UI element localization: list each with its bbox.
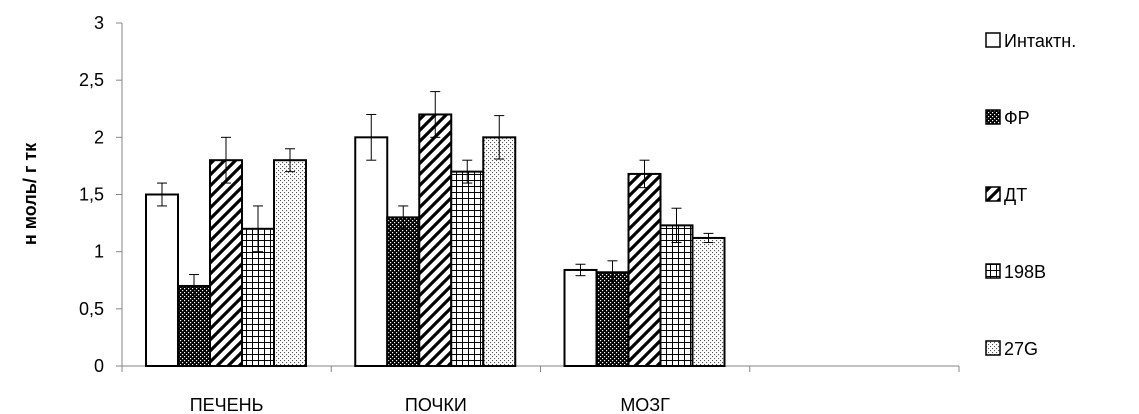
error-bar	[494, 115, 505, 160]
legend-label: 27G	[1004, 339, 1038, 359]
y-tick-label: 2,5	[79, 70, 104, 90]
y-tick-label: 0,5	[79, 299, 104, 319]
bar-198B-ПОЧКИ	[450, 170, 485, 367]
legend-item: 27G	[985, 339, 1038, 359]
legend-swatch	[985, 186, 1001, 202]
legend-swatch	[985, 263, 1001, 279]
bar-27G-ПЕЧЕНЬ	[273, 159, 307, 367]
error-bar	[462, 159, 473, 184]
y-tick-label: 0	[94, 356, 104, 376]
error-bar	[366, 113, 377, 161]
legend-item: Интактн.	[985, 31, 1076, 51]
bar-27G-ПОЧКИ	[482, 136, 517, 367]
error-bar	[189, 274, 199, 298]
legend-swatch	[985, 32, 1001, 48]
legend: Интактн. ФР ДТ 198B 27G	[985, 31, 1076, 359]
x-ticks	[121, 366, 960, 372]
error-bar	[398, 205, 409, 230]
error-bar	[703, 232, 714, 244]
y-tick-label: 1,5	[79, 185, 104, 205]
error-bar	[671, 207, 682, 244]
bar-ФР-ПЕЧЕНЬ	[177, 284, 211, 368]
bar-Интактн.-ПОЧКИ	[354, 136, 389, 367]
error-bar	[157, 182, 167, 207]
category-label: МОЗГ	[620, 395, 670, 414]
y-tick-label: 2	[94, 127, 104, 147]
legend-label: ДТ	[1004, 185, 1027, 205]
category-label: ПЕЧЕНЬ	[190, 395, 264, 414]
legend-label: 198B	[1004, 262, 1046, 282]
category-labels: ПЕЧЕНЬ ПОЧКИ МОЗГ	[190, 395, 670, 414]
y-axis-label: н моль/ г тк	[20, 142, 40, 245]
bar-ДТ-ПЕЧЕНЬ	[209, 159, 243, 367]
y-tick-label: 1	[94, 242, 104, 262]
error-bar	[253, 205, 263, 253]
bar-ДТ-ПОЧКИ	[418, 113, 453, 368]
legend-label: ФР	[1004, 108, 1030, 128]
error-bar	[221, 136, 231, 184]
bar-198B-МОЗГ	[659, 224, 694, 367]
legend-label: Интактн.	[1004, 31, 1076, 51]
bar-ДТ-МОЗГ	[627, 172, 662, 367]
error-bars	[157, 91, 714, 298]
y-tick-label: 3	[94, 13, 104, 33]
legend-swatch	[985, 109, 1001, 125]
legend-item: 198B	[985, 262, 1046, 282]
legend-item: ДТ	[985, 185, 1027, 205]
legend-item: ФР	[985, 108, 1030, 128]
bar-27G-МОЗГ	[691, 236, 726, 367]
error-bar	[575, 263, 586, 277]
legend-swatch	[985, 340, 1001, 356]
error-bar	[639, 159, 650, 189]
bars	[145, 113, 726, 368]
bar-Интактн.-МОЗГ	[563, 268, 598, 367]
error-bar	[285, 148, 295, 173]
error-bar	[607, 260, 618, 285]
bar-ФР-ПОЧКИ	[386, 216, 421, 367]
bar-ФР-МОЗГ	[595, 271, 630, 368]
error-bar	[430, 91, 441, 138]
category-label: ПОЧКИ	[405, 395, 467, 414]
bar-Интактн.-ПЕЧЕНЬ	[145, 193, 179, 367]
y-ticks: 0 0,5 1 1,5 2 2,5 3	[79, 13, 122, 376]
